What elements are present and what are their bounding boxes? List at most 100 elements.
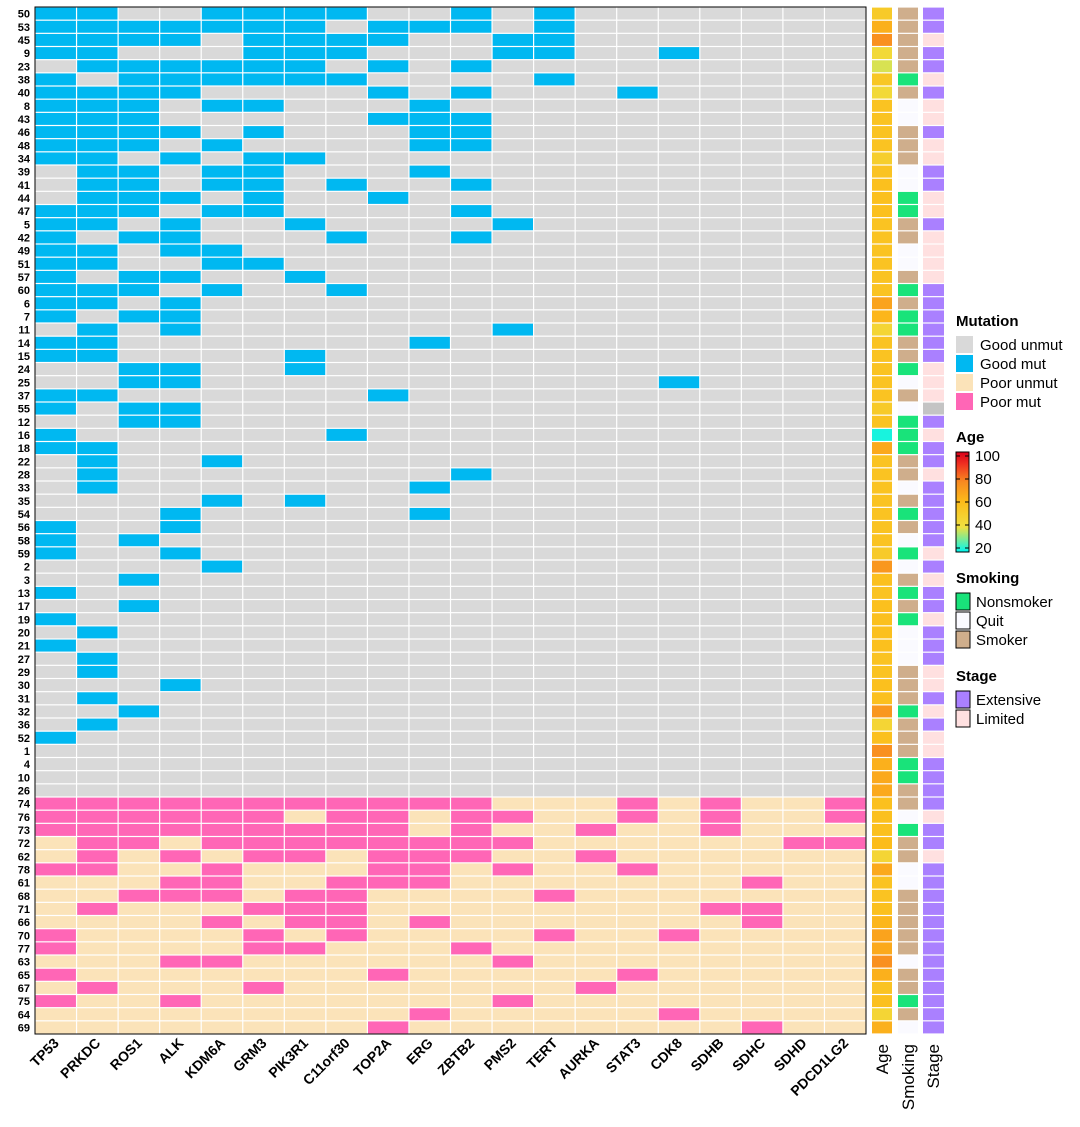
heatmap-cell — [700, 86, 741, 99]
heatmap-cell — [534, 784, 575, 797]
heatmap-cell — [658, 679, 700, 692]
heatmap-cell — [741, 823, 783, 836]
heatmap-cell — [741, 284, 783, 297]
row-label: 42 — [18, 232, 30, 244]
heatmap-cell — [700, 705, 741, 718]
row-label: 49 — [18, 246, 30, 258]
heatmap-cell — [783, 916, 824, 929]
heatmap-cell — [409, 902, 450, 915]
heatmap-cell — [368, 205, 409, 218]
heatmap-cell — [243, 494, 284, 507]
heatmap-cell — [201, 876, 243, 889]
heatmap-cell — [741, 863, 783, 876]
heatmap-cell — [700, 521, 741, 534]
stage-annotation-cell — [923, 468, 944, 481]
heatmap-cell — [368, 47, 409, 60]
heatmap-cell — [534, 205, 575, 218]
stage-annotation-cell — [923, 902, 944, 915]
stage-annotation-cell — [923, 810, 944, 823]
heatmap-cell — [35, 731, 76, 744]
heatmap-cell — [658, 428, 700, 441]
heatmap-cell — [326, 349, 367, 362]
heatmap-cell — [741, 731, 783, 744]
heatmap-cell — [77, 586, 118, 599]
heatmap-cell — [201, 995, 243, 1008]
heatmap-cell — [160, 152, 201, 165]
row-label: 66 — [18, 917, 30, 929]
heatmap-cell — [575, 47, 617, 60]
heatmap-cell — [118, 744, 160, 757]
heatmap-cell — [160, 784, 201, 797]
heatmap-cell — [160, 363, 201, 376]
heatmap-cell — [741, 86, 783, 99]
heatmap-cell — [201, 376, 243, 389]
heatmap-cell — [741, 1008, 783, 1021]
heatmap-cell — [368, 1021, 409, 1034]
heatmap-cell — [284, 442, 326, 455]
row-label: 3 — [24, 575, 30, 587]
heatmap-cell — [243, 336, 284, 349]
heatmap-cell — [243, 955, 284, 968]
heatmap-cell — [284, 415, 326, 428]
annotation-label-stage: Stage — [924, 1044, 943, 1088]
row-label: 65 — [18, 970, 30, 982]
heatmap-cell — [284, 916, 326, 929]
age-annotation-cell — [872, 428, 892, 441]
heatmap-cell — [201, 47, 243, 60]
heatmap-cell — [326, 784, 367, 797]
heatmap-cell — [326, 494, 367, 507]
heatmap-cell — [700, 850, 741, 863]
heatmap-cell — [201, 284, 243, 297]
heatmap-cell — [617, 665, 658, 678]
smoking-annotation-cell — [898, 507, 918, 520]
row-label: 2 — [24, 562, 30, 574]
heatmap-cell — [534, 126, 575, 139]
heatmap-cell — [368, 33, 409, 46]
heatmap-cell — [451, 494, 492, 507]
heatmap-cell — [658, 47, 700, 60]
heatmap-cell — [243, 20, 284, 33]
heatmap-cell — [243, 876, 284, 889]
heatmap-cell — [243, 889, 284, 902]
heatmap-cell — [409, 560, 450, 573]
heatmap-cell — [700, 758, 741, 771]
heatmap-cell — [201, 968, 243, 981]
heatmap-cell — [409, 995, 450, 1008]
heatmap-cell — [35, 534, 76, 547]
heatmap-cell — [741, 705, 783, 718]
heatmap-cell — [160, 442, 201, 455]
heatmap-cell — [160, 837, 201, 850]
smoking-annotation-cell — [898, 389, 918, 402]
row-label: 16 — [18, 430, 30, 442]
heatmap-cell — [575, 33, 617, 46]
heatmap-cell — [825, 639, 866, 652]
heatmap-cell — [534, 981, 575, 994]
smoking-annotation-cell — [898, 692, 918, 705]
heatmap-cell — [77, 626, 118, 639]
heatmap-cell — [534, 679, 575, 692]
heatmap-cell — [700, 284, 741, 297]
heatmap-cell — [741, 99, 783, 112]
age-annotation-cell — [872, 718, 892, 731]
legend: Mutation Good unmut Good mut Poor unmut … — [955, 313, 1063, 728]
heatmap-cell — [534, 165, 575, 178]
stage-annotation-cell — [923, 7, 944, 20]
heatmap-cell — [368, 665, 409, 678]
heatmap-cell — [534, 442, 575, 455]
heatmap-cell — [741, 178, 783, 191]
heatmap-cell — [243, 323, 284, 336]
stage-annotation-cell — [923, 349, 944, 362]
heatmap-cell — [284, 310, 326, 323]
heatmap-cell — [409, 876, 450, 889]
heatmap-cell — [77, 692, 118, 705]
heatmap-cell — [368, 7, 409, 20]
heatmap-cell — [35, 560, 76, 573]
heatmap-cell — [617, 639, 658, 652]
heatmap-cell — [284, 942, 326, 955]
heatmap-cell — [368, 73, 409, 86]
row-label: 37 — [18, 390, 30, 402]
row-label: 26 — [18, 785, 30, 797]
age-annotation-cell — [872, 363, 892, 376]
heatmap-cell — [741, 270, 783, 283]
heatmap-cell — [451, 758, 492, 771]
